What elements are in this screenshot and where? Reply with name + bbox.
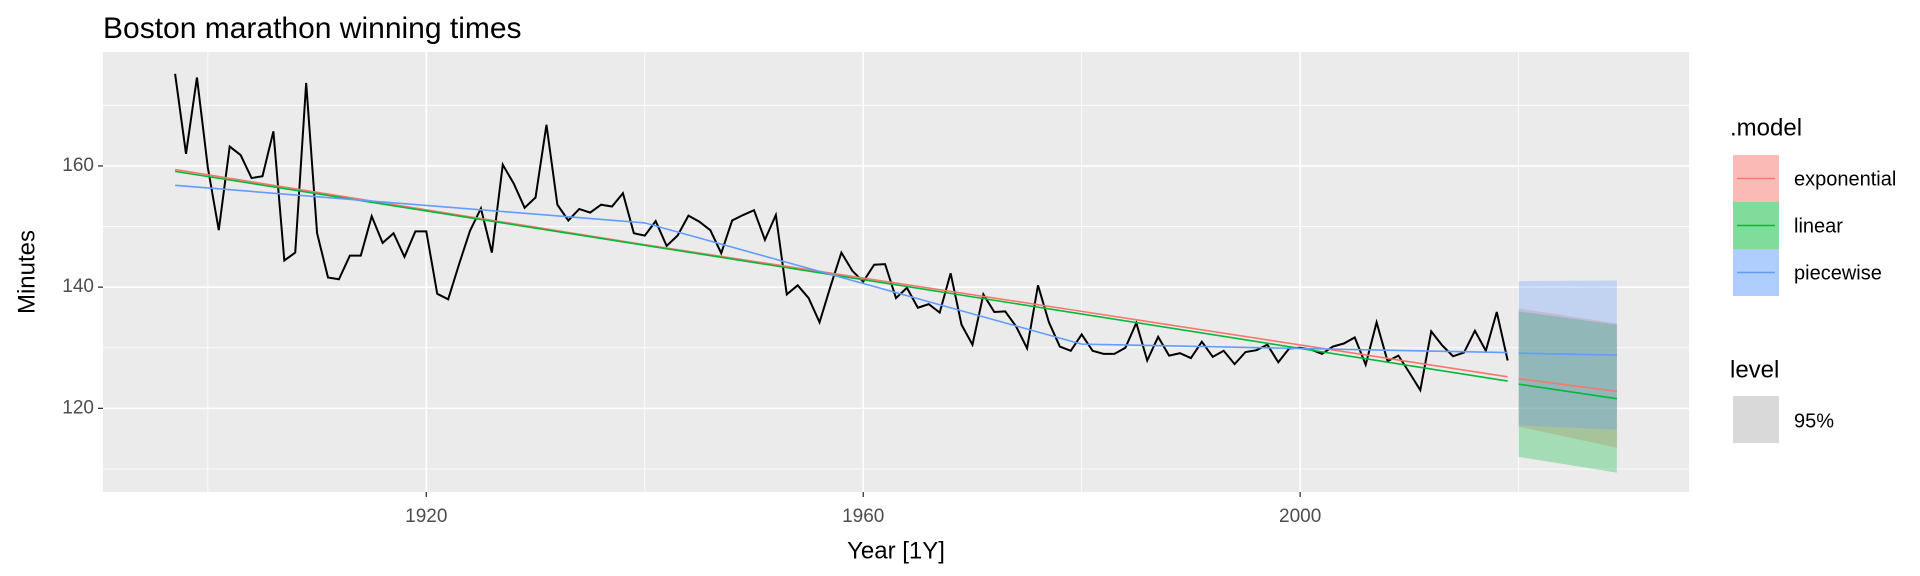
legend-label: piecewise (1794, 262, 1882, 284)
observed-line (174, 73, 1509, 393)
forecast-line (1518, 383, 1618, 400)
x-axis-title: Year [1Y] (847, 537, 945, 564)
y-tick-label: 120 (62, 397, 94, 418)
x-tick-label: 1960 (842, 506, 884, 527)
forecast-line (1518, 377, 1618, 393)
fitted-line (175, 184, 1508, 354)
y-tick-label: 160 (62, 155, 94, 176)
legend-label: exponential (1794, 168, 1896, 190)
y-tick-label: 140 (62, 276, 94, 297)
x-tick-label: 2000 (1279, 506, 1321, 527)
forecast-line (1518, 352, 1617, 356)
legend-title: .model (1730, 114, 1802, 141)
chart-title: Boston marathon winning times (103, 12, 522, 45)
forecast-interval (1518, 280, 1617, 430)
plot-panel (103, 52, 1689, 492)
legend-key (1733, 396, 1779, 443)
fitted-line (174, 170, 1508, 382)
legend-label: linear (1794, 215, 1843, 237)
legend-label: 95% (1794, 410, 1834, 432)
x-tick-label: 1920 (405, 506, 447, 527)
y-axis-title: Minutes (13, 230, 40, 314)
legend-title: level (1730, 356, 1779, 383)
forecast-interval (1518, 308, 1617, 448)
fitted-line (174, 168, 1508, 378)
